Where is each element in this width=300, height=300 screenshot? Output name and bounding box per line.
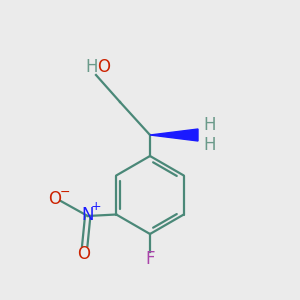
Text: O: O: [48, 190, 61, 208]
Text: H: H: [85, 58, 98, 76]
Text: −: −: [60, 185, 70, 199]
Text: H: H: [204, 136, 216, 154]
Text: F: F: [146, 250, 155, 268]
Text: H: H: [204, 116, 216, 134]
Text: +: +: [91, 200, 101, 214]
Text: N: N: [82, 206, 94, 224]
Polygon shape: [150, 129, 198, 141]
Text: O: O: [77, 245, 90, 263]
Text: O: O: [97, 58, 110, 76]
